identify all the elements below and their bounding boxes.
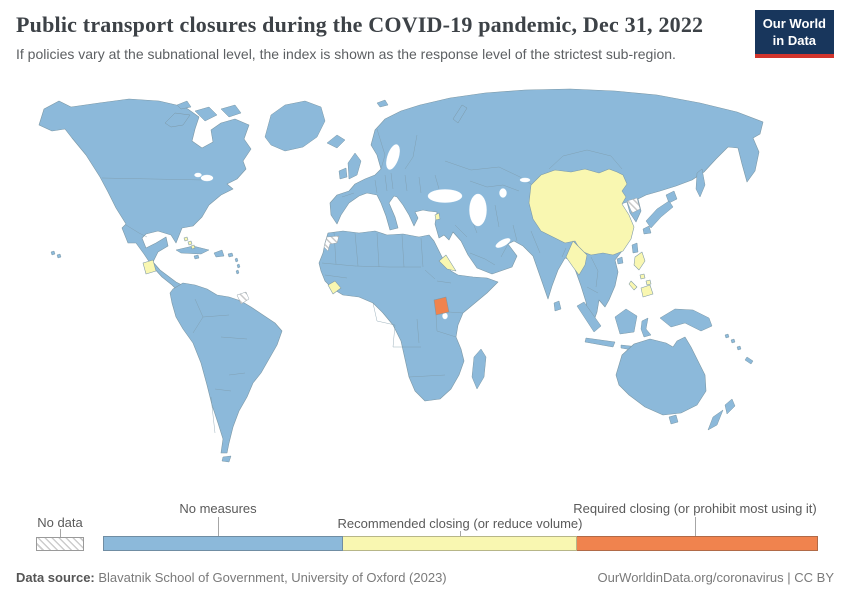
sakhalin[interactable] bbox=[695, 168, 706, 198]
country-china[interactable] bbox=[528, 168, 635, 256]
novaya-zemlya[interactable] bbox=[452, 104, 468, 124]
legend-label-recommended: Recommended closing (or reduce volume) bbox=[337, 516, 583, 531]
great-lakes bbox=[200, 174, 214, 182]
landmass-greenland[interactable] bbox=[264, 100, 326, 152]
legend-tick-recommended bbox=[460, 531, 461, 536]
lake-balkhash bbox=[519, 177, 531, 183]
lesser-antilles[interactable] bbox=[234, 257, 241, 275]
country-borders bbox=[101, 128, 623, 434]
lake-victoria bbox=[442, 312, 448, 320]
island-java[interactable] bbox=[584, 337, 616, 348]
legend-tick-no-measures bbox=[218, 517, 219, 536]
svalbard[interactable] bbox=[376, 99, 389, 108]
island-cuba[interactable] bbox=[175, 245, 210, 255]
island-tasmania[interactable] bbox=[668, 414, 679, 425]
baltic-sea bbox=[386, 144, 400, 170]
island-new-guinea[interactable] bbox=[659, 308, 713, 332]
legend-label-required: Required closing (or prohibit most using… bbox=[573, 501, 817, 516]
data-source: Data source: Blavatnik School of Governm… bbox=[16, 570, 447, 585]
aral-sea bbox=[499, 188, 507, 198]
landmass-arctic-islands[interactable] bbox=[164, 100, 242, 128]
island-sulawesi[interactable] bbox=[640, 317, 652, 338]
legend-label-no-measures: No measures bbox=[179, 501, 257, 516]
pacific-islands[interactable] bbox=[724, 333, 754, 365]
island-ireland[interactable] bbox=[338, 167, 348, 180]
nodata-western-sahara[interactable] bbox=[323, 235, 340, 252]
island-hainan[interactable] bbox=[616, 256, 624, 265]
new-zealand-north[interactable] bbox=[724, 398, 736, 415]
owid-url-link[interactable]: OurWorldinData.org/coronavirus | CC BY bbox=[597, 570, 834, 585]
data-source-text: Blavatnik School of Government, Universi… bbox=[94, 570, 447, 585]
legend-tick-required bbox=[695, 517, 696, 536]
country-lebanon[interactable] bbox=[434, 212, 441, 221]
great-lakes-west bbox=[194, 172, 202, 178]
landmass-africa[interactable] bbox=[318, 230, 499, 402]
page-title: Public transport closures during the COV… bbox=[16, 12, 704, 37]
country-eritrea[interactable] bbox=[438, 254, 457, 272]
island-jamaica[interactable] bbox=[193, 254, 200, 260]
island-borneo[interactable] bbox=[614, 308, 638, 335]
island-sumatra[interactable] bbox=[576, 301, 602, 333]
country-liberia[interactable] bbox=[327, 280, 342, 295]
owid-logo-line1: Our World bbox=[762, 16, 826, 31]
island-puerto-rico[interactable] bbox=[227, 252, 234, 258]
hawaii[interactable] bbox=[50, 250, 62, 259]
island-kyushu[interactable] bbox=[642, 225, 652, 235]
country-philippines[interactable] bbox=[628, 251, 654, 298]
tierra-del-fuego[interactable] bbox=[221, 455, 232, 463]
landmass-north-america[interactable] bbox=[38, 98, 252, 295]
legend-no-data-swatch[interactable] bbox=[36, 537, 84, 551]
island-honshu[interactable] bbox=[645, 200, 674, 229]
black-sea bbox=[427, 189, 463, 203]
footer: Data source: Blavatnik School of Governm… bbox=[16, 570, 834, 585]
country-bahamas[interactable] bbox=[183, 236, 196, 250]
world-map[interactable] bbox=[25, 85, 825, 495]
island-great-britain[interactable] bbox=[347, 152, 362, 180]
page-subtitle: If policies vary at the subnational leve… bbox=[16, 46, 676, 62]
nodata-north-korea[interactable] bbox=[626, 197, 641, 214]
landmass-south-america[interactable] bbox=[169, 282, 283, 454]
legend-no-data-label: No data bbox=[37, 515, 83, 530]
owid-logo[interactable]: Our World in Data bbox=[754, 10, 834, 58]
island-taiwan[interactable] bbox=[631, 242, 639, 254]
legend-swatch-no-measures[interactable] bbox=[103, 536, 343, 551]
legend-swatch-recommended[interactable] bbox=[343, 536, 577, 551]
island-hispaniola[interactable] bbox=[213, 249, 225, 258]
new-zealand-south[interactable] bbox=[707, 409, 724, 431]
caspian-sea bbox=[469, 193, 487, 227]
country-guatemala[interactable] bbox=[142, 259, 157, 275]
landmass-iceland[interactable] bbox=[326, 134, 346, 149]
nodata-french-guiana[interactable] bbox=[236, 291, 250, 305]
data-source-label: Data source: bbox=[16, 570, 95, 585]
island-hokkaido[interactable] bbox=[665, 190, 678, 204]
legend-swatch-required[interactable] bbox=[577, 536, 818, 551]
country-uganda[interactable] bbox=[433, 296, 450, 316]
legend-color-bar bbox=[103, 536, 818, 551]
legend-no-data-tick bbox=[60, 529, 61, 537]
owid-logo-line2: in Data bbox=[772, 32, 817, 48]
landmass-australia[interactable] bbox=[615, 336, 707, 416]
country-myanmar[interactable] bbox=[565, 240, 588, 276]
persian-gulf bbox=[495, 238, 511, 248]
landmass-madagascar[interactable] bbox=[471, 348, 487, 390]
island-sri-lanka[interactable] bbox=[553, 300, 562, 312]
